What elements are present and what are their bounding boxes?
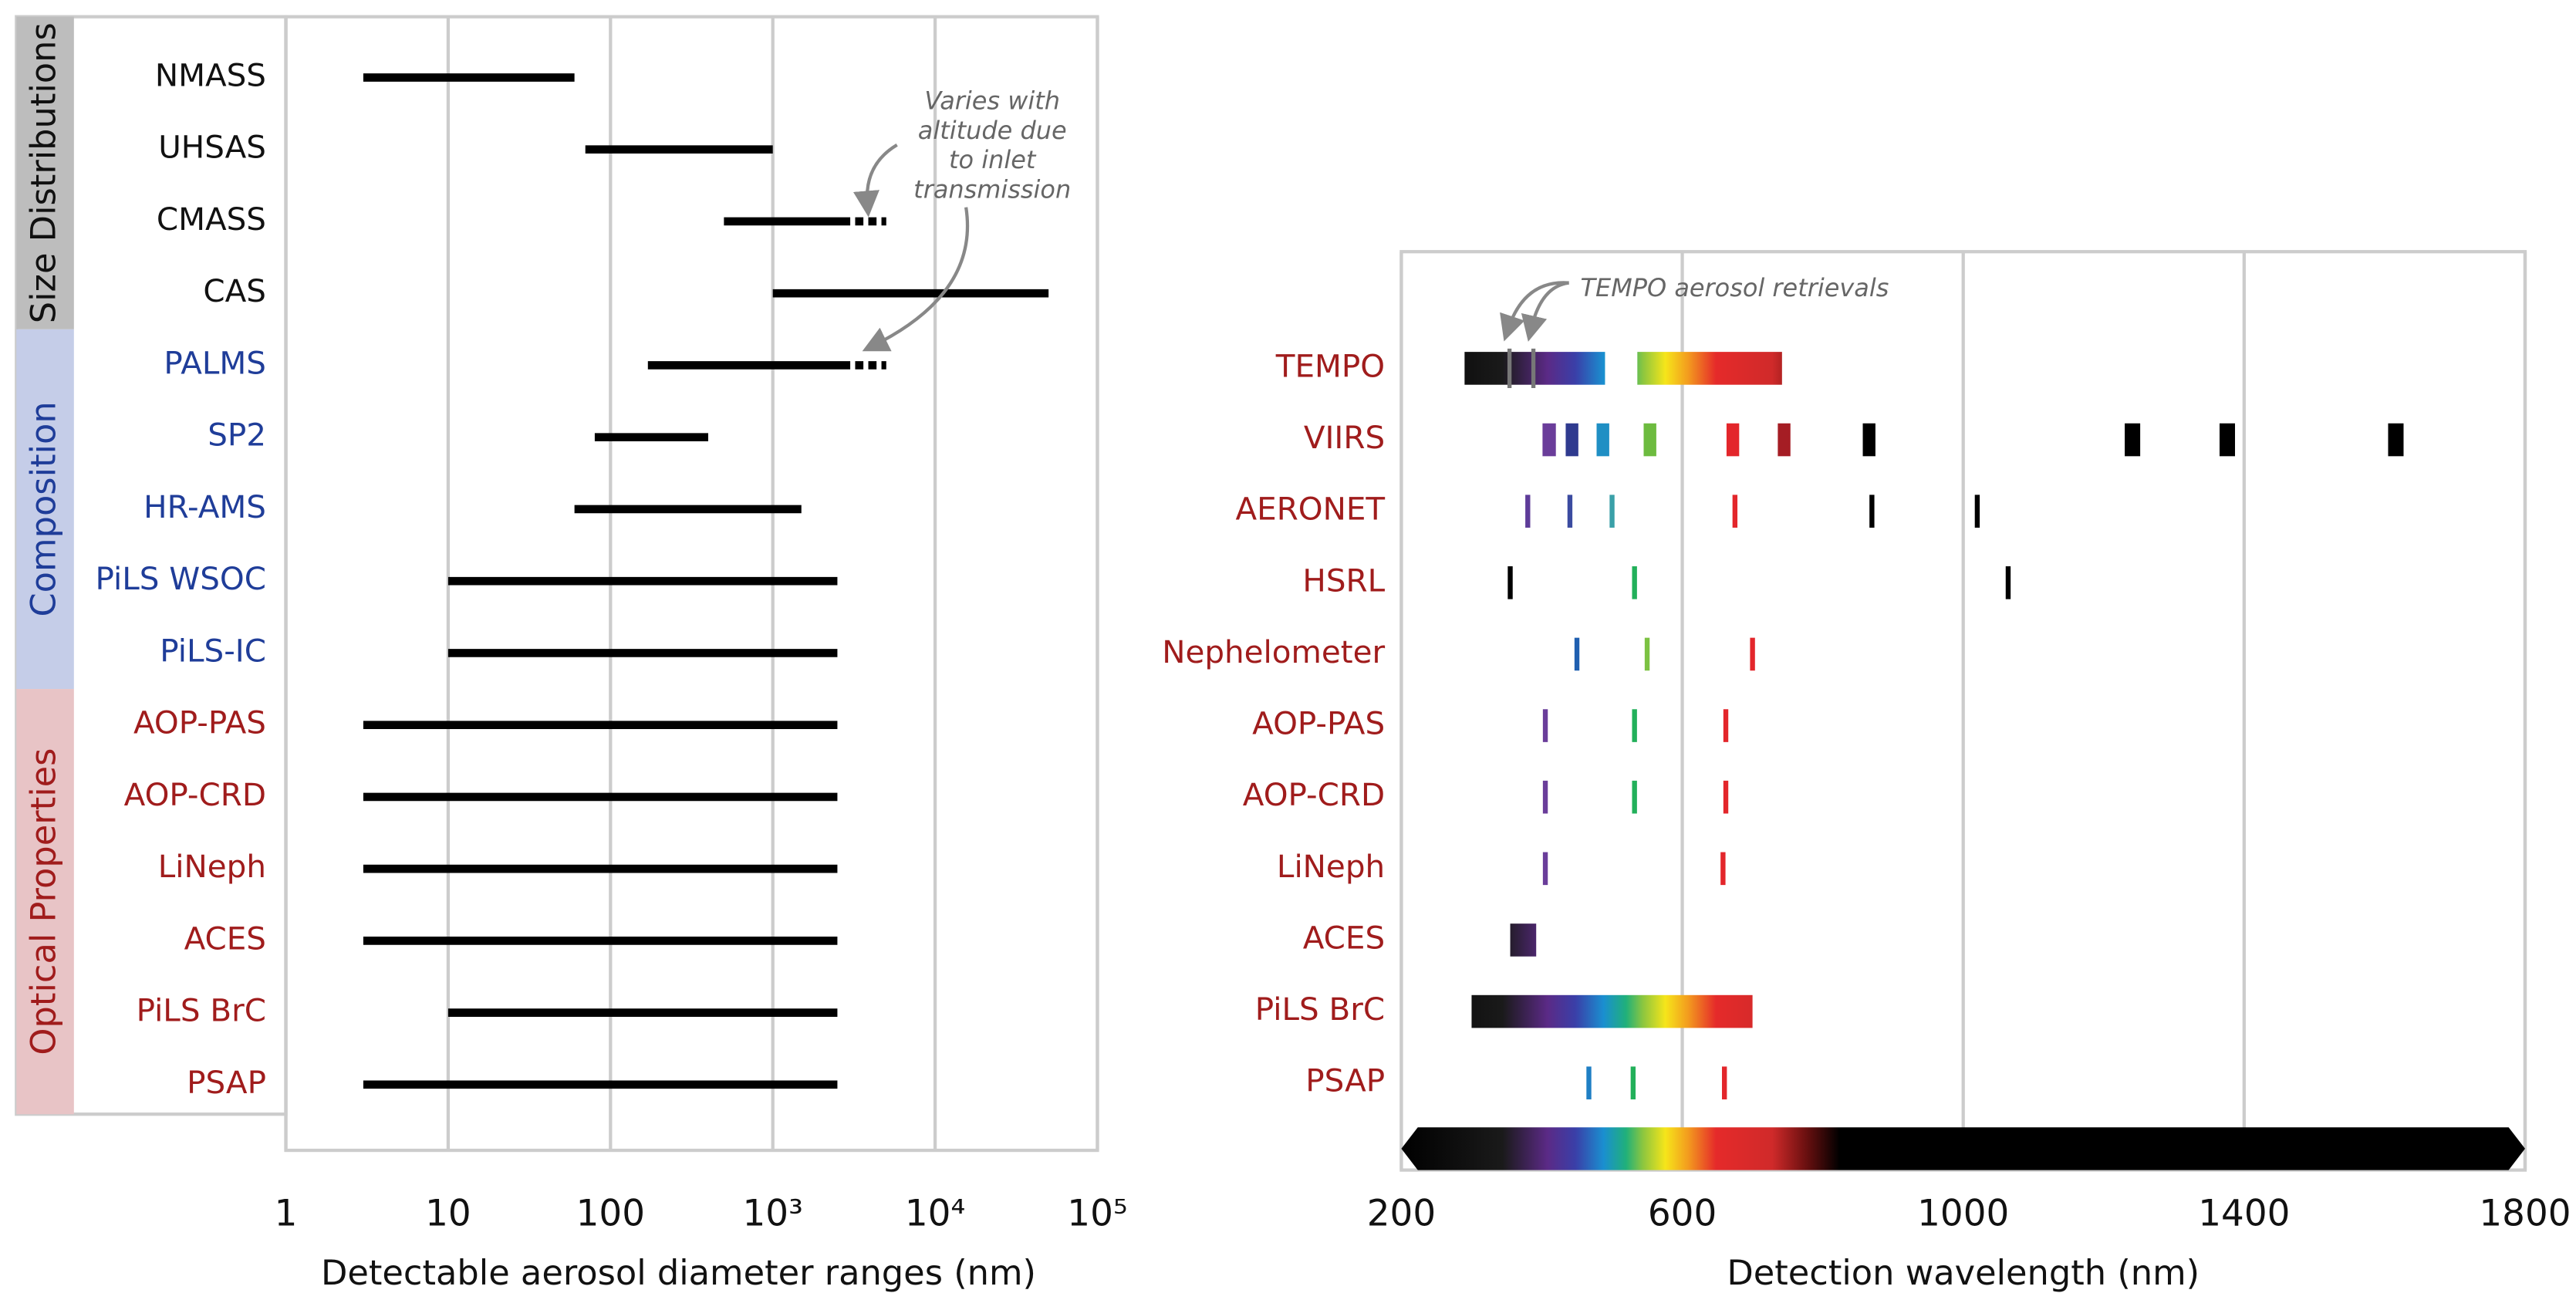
category-label: PiLS BrC — [137, 992, 266, 1029]
category-label: TEMPO — [1275, 347, 1385, 384]
wavelength-line — [1586, 1066, 1592, 1100]
category-label: HR-AMS — [143, 488, 266, 525]
wavelength-line — [1632, 780, 1637, 814]
x-tick-label: 10³ — [743, 1194, 803, 1235]
category-label: ACES — [184, 920, 266, 957]
category-label: PALMS — [164, 344, 266, 381]
wavelength-line — [1630, 1066, 1636, 1100]
category-label: AOP-PAS — [1252, 705, 1385, 742]
wavelength-band — [1778, 423, 1791, 457]
category-label: AOP-CRD — [1243, 776, 1385, 813]
wavelength-band — [1726, 423, 1740, 457]
annotation: Varies with — [924, 86, 1060, 115]
category-label: PiLS BrC — [1255, 991, 1385, 1028]
category-label: CAS — [203, 272, 266, 309]
category-label: ACES — [1303, 919, 1385, 956]
group-label: Composition — [23, 401, 64, 616]
wavelength-band — [1596, 423, 1609, 457]
annotation-arrow — [852, 143, 898, 218]
wavelength-line — [1542, 780, 1548, 814]
category-label: CMASS — [157, 201, 266, 238]
wavelength-line — [1542, 852, 1548, 886]
x-axis-label: Detection wavelength (nm) — [1727, 1252, 2200, 1293]
wavelength-line — [1720, 852, 1726, 886]
annotation: TEMPO aerosol retrievals — [1581, 273, 1889, 302]
x-tick-label: 1 — [275, 1194, 298, 1235]
wavelength-line — [1723, 709, 1729, 742]
category-label: LiNeph — [1277, 848, 1385, 885]
wavelength-line — [1732, 495, 1738, 528]
foreground-layer: 1 10 100 10³ 10⁴ 10⁵ Detectable aerosol diamet… — [23, 22, 2571, 1293]
x-tick-label: 100 — [576, 1194, 645, 1235]
wavelength-line — [1632, 709, 1637, 742]
category-label: PSAP — [187, 1064, 266, 1101]
wavelength-band — [1862, 423, 1875, 457]
category-label: PiLS WSOC — [95, 560, 266, 597]
x-tick-label: 1000 — [1917, 1194, 2009, 1235]
category-label: SP2 — [208, 417, 266, 454]
category-label: HSRL — [1302, 562, 1385, 599]
wavelength-line — [2005, 566, 2011, 599]
wavelength-line — [1542, 709, 1548, 742]
wavelength-line — [1869, 495, 1875, 528]
wavelength-band — [1643, 423, 1656, 457]
category-label: AOP-PAS — [133, 704, 266, 741]
x-tick-label: 1400 — [2198, 1194, 2290, 1235]
category-label: LiNeph — [158, 848, 266, 885]
group-strip — [16, 689, 74, 1115]
annotation: transmission — [913, 174, 1071, 204]
x-tick-label: 600 — [1648, 1194, 1717, 1235]
annotation-arrow — [1521, 281, 1569, 342]
category-label: Nephelometer — [1162, 633, 1385, 670]
group-strip — [16, 16, 74, 329]
category-label: UHSAS — [158, 129, 266, 166]
wavelength-band — [2388, 423, 2404, 457]
group-strip — [16, 329, 74, 690]
x-tick-label: 10⁵ — [1067, 1194, 1127, 1235]
wavelength-band — [1637, 352, 1782, 385]
wavelength-line — [1632, 566, 1637, 599]
category-label: NMASS — [155, 56, 266, 93]
x-axis-label: Detectable aerosol diameter ranges (nm) — [321, 1252, 1036, 1293]
annotation: altitude due — [918, 116, 1067, 145]
group-label: Optical Properties — [23, 748, 64, 1055]
wavelength-band — [1471, 994, 1753, 1028]
wavelength-band — [2219, 423, 2236, 457]
wavelength-line — [1974, 495, 1980, 528]
annotation: to inlet — [949, 145, 1037, 174]
x-tick-label: 1800 — [2479, 1194, 2571, 1235]
wavelength-band — [1510, 923, 1537, 957]
x-tick-label: 200 — [1367, 1194, 1436, 1235]
category-label: VIIRS — [1304, 419, 1385, 456]
wavelength-line — [1567, 495, 1573, 528]
wavelength-line — [1574, 637, 1580, 671]
wavelength-line — [1609, 495, 1615, 528]
wavelength-band — [1565, 423, 1578, 457]
x-tick-label: 10⁴ — [905, 1194, 965, 1235]
x-tick-label: 10 — [425, 1194, 471, 1235]
annotation-arrow — [862, 207, 970, 352]
wavelength-band — [2125, 423, 2141, 457]
wavelength-band — [1542, 423, 1556, 457]
category-label: AERONET — [1235, 491, 1385, 528]
annotation-arrow — [1500, 281, 1569, 342]
category-label: AOP-CRD — [124, 776, 266, 813]
wavelength-line — [1507, 566, 1513, 599]
spectrum-band — [1401, 1127, 2525, 1170]
group-label: Size Distributions — [23, 22, 64, 323]
category-label: PiLS-IC — [160, 632, 266, 669]
wavelength-line — [1723, 780, 1729, 814]
wavelength-line — [1525, 495, 1531, 528]
wavelength-line — [1644, 637, 1650, 671]
wavelength-line — [1750, 637, 1755, 671]
wavelength-line — [1721, 1066, 1727, 1100]
category-label: PSAP — [1305, 1062, 1385, 1099]
